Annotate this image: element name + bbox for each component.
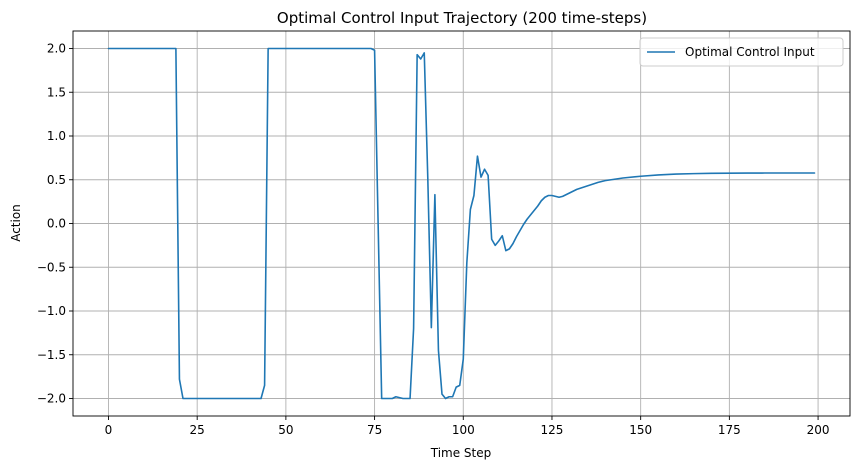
y-axis-label: Action (9, 204, 23, 242)
x-tick-label: 200 (807, 423, 830, 437)
y-tick-label: 0.0 (47, 217, 66, 231)
y-tick-label: −1.0 (37, 304, 66, 318)
x-tick-label: 0 (105, 423, 113, 437)
y-tick-label: −0.5 (37, 260, 66, 274)
y-tick-label: 0.5 (47, 173, 66, 187)
x-tick-label: 125 (541, 423, 564, 437)
x-tick-label: 75 (367, 423, 382, 437)
x-tick-label: 150 (629, 423, 652, 437)
x-tick-label: 50 (278, 423, 293, 437)
y-tick-label: −2.0 (37, 392, 66, 406)
series-layer (107, 47, 816, 400)
x-tick-label: 25 (190, 423, 205, 437)
y-tick-label: 1.0 (47, 129, 66, 143)
x-axis-label: Time Step (430, 446, 492, 460)
legend: Optimal Control Input (639, 37, 844, 67)
axis-ticks: 0 25 50 75 100 125 150 175 200 −2.0 −1.5 −1.0 −0.5 0.… (37, 42, 830, 438)
legend-box (639, 37, 844, 67)
chart-title: Optimal Control Input Trajectory (200 ti… (277, 9, 647, 27)
x-tick-label: 100 (452, 423, 475, 437)
series-line-optimal-control-input (107, 47, 816, 400)
grid (73, 31, 850, 416)
y-tick-label: 2.0 (47, 42, 66, 56)
y-tick-label: 1.5 (47, 85, 66, 99)
x-tick-label: 175 (718, 423, 741, 437)
legend-label: Optimal Control Input (685, 45, 815, 59)
y-tick-label: −1.5 (37, 348, 66, 362)
